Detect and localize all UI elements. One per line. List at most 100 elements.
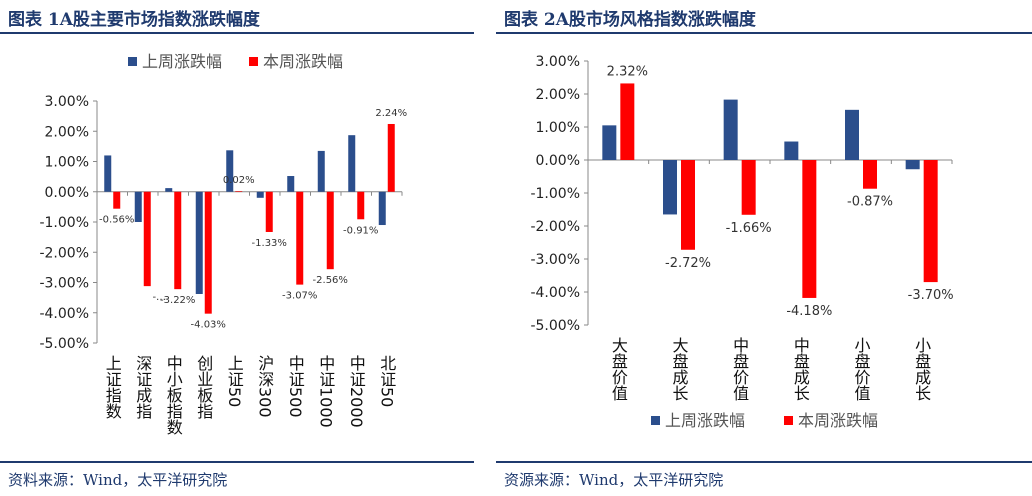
y-tick-label: -5.00% [39, 336, 89, 352]
y-tick-label: 3.00% [536, 54, 580, 70]
data-label: -1.66% [726, 221, 772, 236]
legend-swatch [128, 57, 137, 66]
data-label: -4.03% [191, 320, 226, 331]
data-label: 2.24% [375, 108, 407, 119]
data-label: -0.87% [847, 195, 893, 210]
y-tick-label: -4.00% [39, 306, 89, 322]
figure-2: 图表 2A股市场风格指数涨跌幅度 3.00% 2.00% 1.00% 0.00% -1.… [496, 0, 1032, 496]
bar-this-week [620, 83, 635, 160]
y-tick-label: 0.00% [536, 153, 580, 169]
bar-last-week [256, 191, 264, 198]
bar-this-week [387, 123, 395, 192]
y-tick-label: 1.00% [536, 120, 580, 136]
bar-this-week [923, 160, 938, 283]
data-label: -2.56% [313, 275, 348, 286]
data-label: -3.07% [282, 291, 317, 302]
data-label: -1.33% [252, 238, 287, 249]
title-rule [496, 32, 1032, 34]
legend-swatch [651, 416, 660, 425]
bar-this-week [802, 160, 817, 298]
data-label: 2.32% [607, 64, 648, 79]
category-label: 中盘成长 [791, 337, 810, 401]
category-label: 深证成指 [133, 355, 152, 420]
data-label: -3.22% [160, 295, 195, 306]
category-label: 上证50 [225, 355, 244, 407]
bar-last-week [663, 160, 677, 215]
bar-last-week [287, 176, 295, 192]
figure-2-title: 图表 2A股市场风格指数涨跌幅度 [504, 10, 756, 30]
category-label: 中证2000 [347, 355, 366, 428]
bar-this-week [113, 191, 121, 209]
y-tick-label: -3.00% [39, 276, 89, 292]
category-label: 沪深300 [255, 355, 274, 418]
bar-last-week [348, 135, 356, 192]
figure-1-title: 图表 1A股主要市场指数涨跌幅度 [8, 10, 260, 30]
category-label: 上证指数 [103, 355, 122, 419]
bar-last-week [723, 99, 738, 160]
bar-this-week [143, 191, 151, 287]
data-label: -2.72% [665, 256, 711, 271]
legend-swatch [784, 416, 793, 425]
y-tick-label: -5.00% [530, 318, 580, 334]
figure-1-source: 资料来源：Wind，太平洋研究院 [8, 471, 228, 489]
legend-label: 本周涨跌幅 [798, 411, 878, 430]
index-change-chart: 3.00% 2.00% 1.00% 0.00% -1.00% -2.00% -3.00% -4… [39, 52, 407, 435]
y-tick-label: -2.00% [530, 219, 580, 235]
bar-this-week [326, 191, 334, 270]
figure-1: 图表 1A股主要市场指数涨跌幅度 3.00% 2.00% 1.00% 0.00% -1.… [0, 0, 474, 496]
y-tick-label: -3.00% [530, 252, 580, 268]
bar-this-week [265, 191, 273, 232]
legend-label: 上周涨跌幅 [665, 411, 745, 430]
category-label: 中证500 [286, 355, 305, 418]
y-tick-label: 0.00% [45, 185, 89, 201]
category-label: 创业板指 [194, 355, 213, 420]
bar-this-week [741, 160, 756, 215]
y-tick-label: -2.00% [39, 245, 89, 261]
category-label: 大盘价值 [609, 337, 628, 401]
category-label: 中小板指数 [164, 355, 183, 435]
bar-last-week [195, 191, 203, 294]
y-tick-label: 2.00% [45, 124, 89, 140]
bar-last-week [317, 150, 325, 192]
category-label: 大盘成长 [670, 337, 689, 401]
bar-last-week [378, 191, 386, 226]
y-tick-label: -1.00% [530, 186, 580, 202]
style-index-chart: 3.00% 2.00% 1.00% 0.00% -1.00% -2.00% -3.00% -4… [530, 54, 954, 430]
bar-last-week [845, 109, 859, 160]
y-tick-label: 1.00% [45, 155, 89, 171]
category-label: 中盘价值 [730, 337, 749, 401]
bar-last-week [602, 125, 617, 160]
y-tick-label: 2.00% [536, 87, 580, 103]
bar-this-week [204, 191, 212, 314]
title-rule [0, 32, 474, 34]
data-label: 0.02% [223, 175, 255, 186]
bar-this-week [174, 191, 182, 290]
category-label: 小盘成长 [912, 337, 931, 401]
bar-last-week [784, 141, 799, 160]
legend-swatch [249, 57, 258, 66]
data-label: -… [152, 292, 166, 303]
data-label: -0.91% [343, 225, 378, 236]
category-label: 北证50 [377, 355, 396, 407]
bar-this-week [357, 191, 365, 220]
bar-last-week [104, 155, 112, 192]
bar-this-week [681, 160, 695, 250]
bar-last-week [226, 150, 234, 192]
bar-last-week [905, 160, 920, 170]
source-rule [496, 461, 1032, 463]
legend-label: 上周涨跌幅 [142, 52, 222, 71]
figure-2-source: 资源来源：Wind，太平洋研究院 [504, 471, 724, 489]
y-tick-label: -4.00% [530, 285, 580, 301]
data-label: -0.56% [99, 215, 134, 226]
y-tick-label: 3.00% [45, 94, 89, 110]
source-rule [0, 461, 474, 463]
bar-last-week [134, 191, 142, 222]
y-tick-label: -1.00% [39, 215, 89, 231]
bar-this-week [296, 191, 304, 285]
bar-this-week [235, 191, 243, 192]
data-label: -3.70% [908, 288, 954, 303]
category-label: 小盘价值 [852, 337, 871, 401]
bar-this-week [863, 160, 877, 189]
category-label: 中证1000 [316, 355, 335, 428]
bar-last-week [165, 188, 173, 192]
